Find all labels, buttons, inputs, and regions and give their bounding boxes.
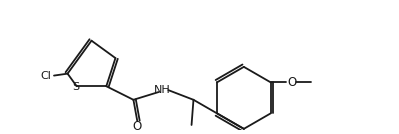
Text: O: O — [287, 76, 296, 89]
Text: NH: NH — [154, 85, 171, 95]
Text: S: S — [72, 82, 79, 92]
Text: O: O — [133, 120, 142, 133]
Text: Cl: Cl — [41, 71, 52, 81]
